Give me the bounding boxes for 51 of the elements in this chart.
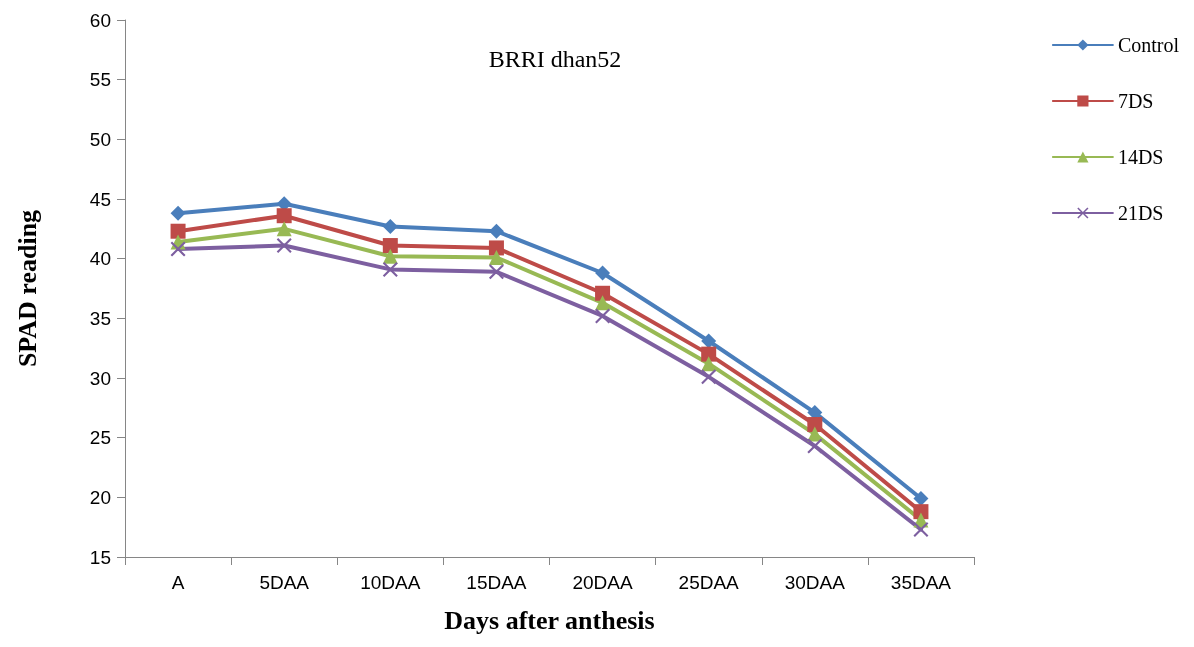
x-tick-label: 10DAA bbox=[360, 572, 421, 593]
legend-label: 21DS bbox=[1117, 202, 1164, 224]
point bbox=[276, 208, 292, 224]
x-tick-label: A bbox=[171, 572, 185, 593]
point bbox=[595, 308, 611, 324]
legend-label: 14DS bbox=[1117, 146, 1164, 168]
point bbox=[807, 417, 823, 433]
y-tick-label: 20 bbox=[89, 486, 111, 508]
point bbox=[701, 333, 717, 349]
point bbox=[170, 241, 186, 257]
y-tick-label: 25 bbox=[89, 427, 111, 449]
point bbox=[913, 491, 929, 507]
x-tick-label: 20DAA bbox=[572, 572, 633, 593]
point bbox=[595, 295, 611, 311]
text: BRRI dhan52 bbox=[488, 46, 622, 72]
point bbox=[170, 205, 186, 221]
point bbox=[276, 221, 292, 237]
y-tick-label: 55 bbox=[89, 69, 111, 91]
x-tick-label: 15DAA bbox=[466, 572, 527, 593]
point bbox=[170, 223, 186, 239]
point bbox=[488, 240, 504, 256]
point bbox=[701, 369, 717, 385]
point bbox=[701, 346, 717, 362]
x-tick-label: 30DAA bbox=[784, 572, 846, 593]
point bbox=[913, 504, 929, 520]
point bbox=[488, 223, 504, 239]
legend-label: Control bbox=[1117, 34, 1180, 56]
y-tick-label: 50 bbox=[89, 128, 111, 150]
y-axis-title: SPAD reading bbox=[12, 209, 42, 368]
point bbox=[488, 264, 504, 280]
y-tick-label: 35 bbox=[89, 307, 111, 329]
x-tick-label: 5DAA bbox=[259, 572, 310, 593]
point bbox=[913, 522, 929, 538]
y-tick-label: 40 bbox=[89, 248, 111, 270]
point bbox=[595, 285, 611, 301]
y-tick-label: 30 bbox=[89, 367, 111, 389]
point bbox=[488, 249, 504, 265]
y-tick-label: 60 bbox=[89, 9, 111, 31]
point bbox=[382, 238, 398, 254]
y-tick-label: 45 bbox=[89, 188, 111, 210]
x-axis-title: Days after anthesis bbox=[444, 605, 655, 635]
point bbox=[276, 238, 292, 254]
point bbox=[382, 218, 398, 234]
point bbox=[382, 248, 398, 264]
point bbox=[382, 261, 398, 277]
y-tick-label: 15 bbox=[89, 546, 111, 568]
point bbox=[595, 265, 611, 281]
point bbox=[807, 438, 823, 454]
legend-label: 7DS bbox=[1117, 90, 1154, 112]
x-tick-label: 25DAA bbox=[678, 572, 740, 593]
x-tick-label: 35DAA bbox=[890, 572, 952, 593]
